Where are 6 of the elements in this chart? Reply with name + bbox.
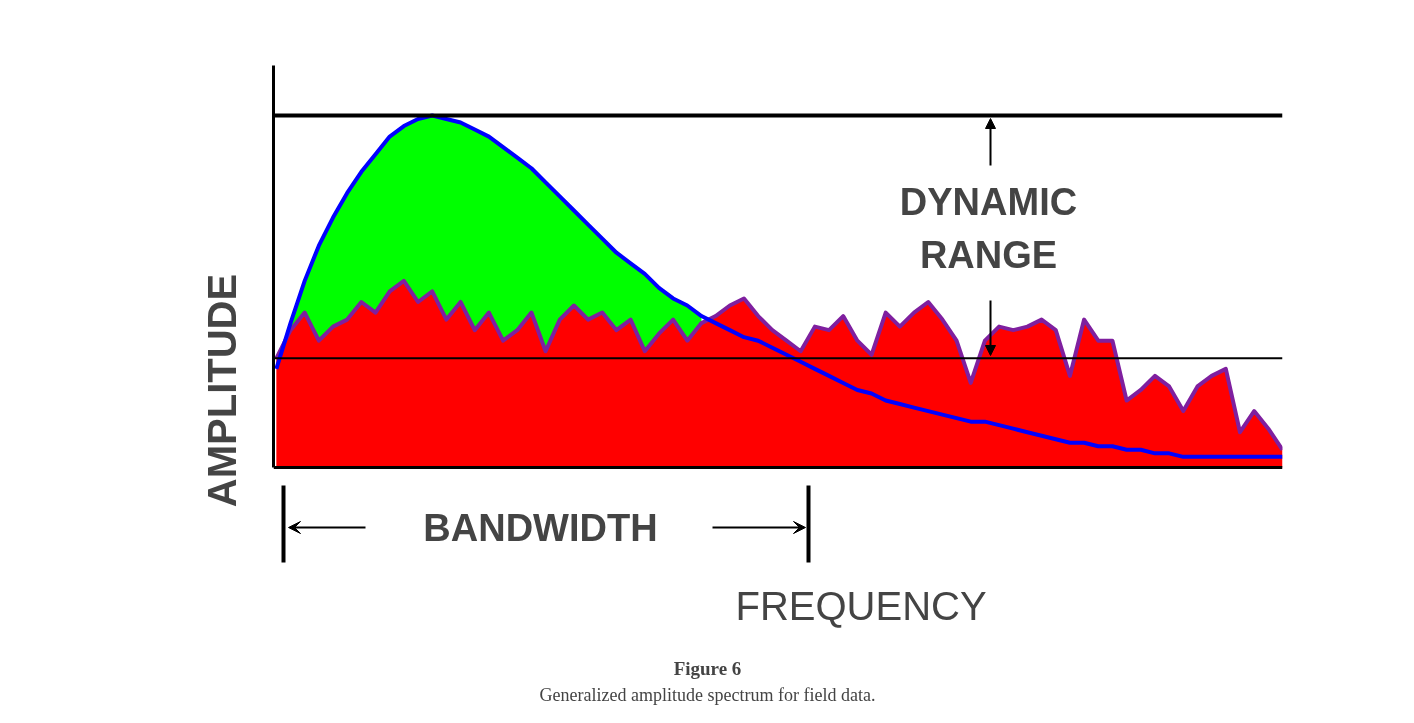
x-axis-title: FREQUENCY (735, 583, 987, 628)
y-axis-title: AMPLITUDE (199, 273, 244, 508)
text: Figure 6 (673, 658, 742, 679)
text: Generalized amplitude spectrum for field data. (539, 684, 876, 705)
text: BANDWIDTH (423, 506, 658, 549)
annotation: DYNAMIC RANGE (899, 181, 1078, 276)
